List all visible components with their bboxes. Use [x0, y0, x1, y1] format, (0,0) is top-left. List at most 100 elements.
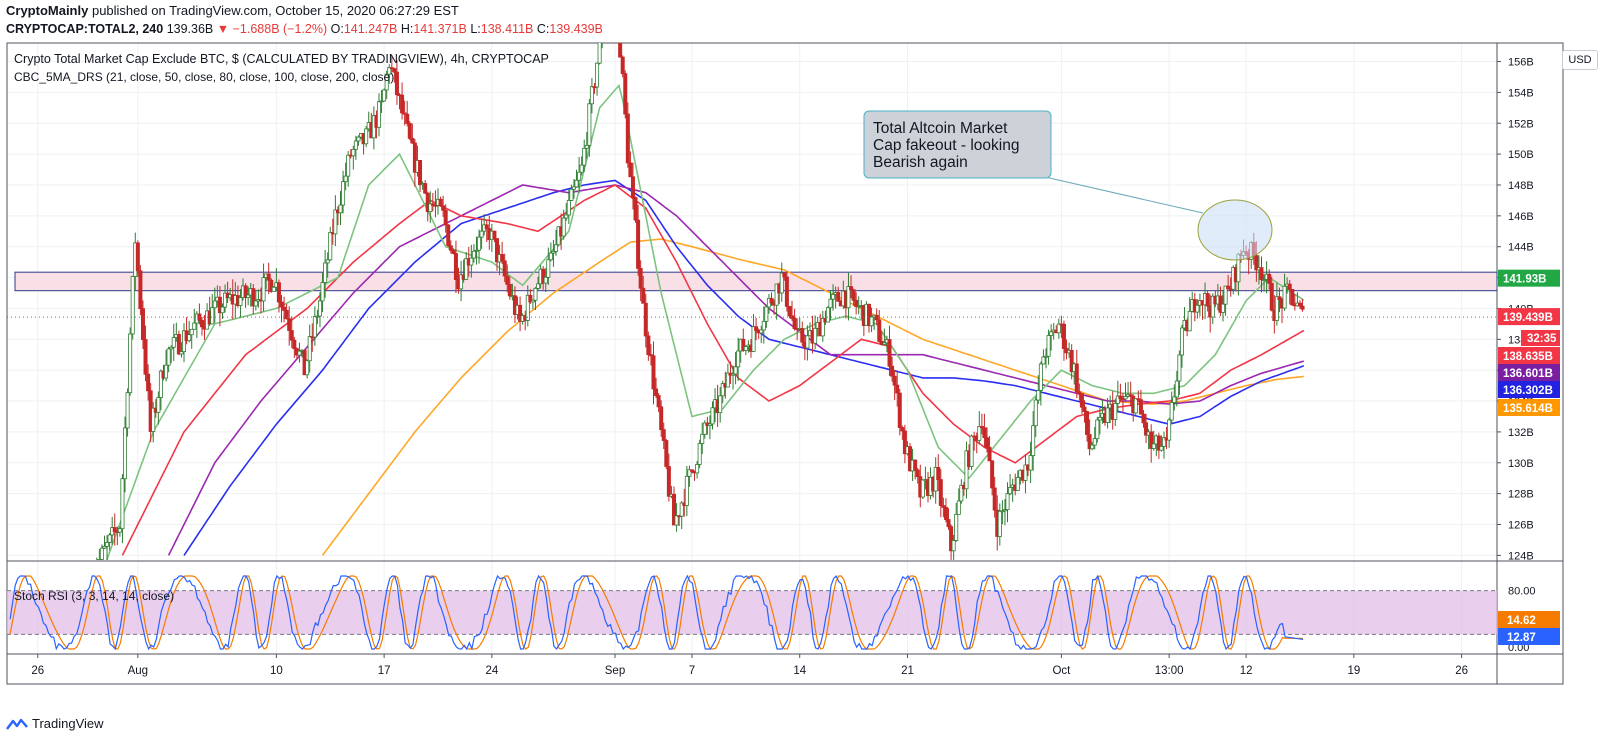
- candle: [984, 427, 989, 453]
- close-label: C:: [536, 22, 550, 36]
- publisher-name[interactable]: CryptoMainly: [6, 3, 89, 18]
- candle: [353, 135, 358, 160]
- candle: [189, 328, 194, 349]
- low-value: 138.411B: [480, 22, 534, 36]
- candle-body: [779, 272, 784, 294]
- candle: [525, 285, 530, 327]
- candle-body: [251, 288, 256, 307]
- candle: [987, 436, 992, 462]
- candle: [96, 557, 98, 560]
- candle: [143, 325, 148, 382]
- candle-body: [289, 330, 294, 341]
- resistance-zone[interactable]: [14, 271, 1498, 292]
- candle-body: [266, 273, 271, 281]
- candle: [1028, 441, 1033, 484]
- candle-body: [279, 301, 284, 308]
- candle-body: [341, 181, 346, 206]
- candle: [606, 7, 609, 38]
- candle: [608, 0, 611, 20]
- candle: [977, 411, 982, 445]
- callout-box[interactable]: [863, 110, 1052, 179]
- candle-body: [1282, 285, 1287, 309]
- candle-body: [689, 469, 694, 472]
- candle-body: [459, 274, 464, 290]
- price-scale[interactable]: 124B126B128B130B132B134B136B138B140B142B…: [1497, 57, 1560, 563]
- open-label: O:: [330, 22, 344, 36]
- candle-body: [1167, 419, 1172, 441]
- candle: [1128, 381, 1133, 407]
- candle: [382, 88, 387, 102]
- candle: [654, 377, 659, 399]
- candle: [492, 230, 497, 243]
- candle-body: [754, 326, 759, 331]
- candle: [315, 309, 320, 325]
- time-axis[interactable]: 26 Aug 10 17 24 Sep 7 14 21 Oct 13:00 12 19 26: [31, 654, 1468, 677]
- candle: [120, 474, 125, 544]
- candle: [387, 64, 392, 84]
- candle: [1033, 397, 1038, 438]
- candle-body: [718, 395, 723, 414]
- candle: [718, 387, 723, 423]
- candle-body: [402, 112, 407, 115]
- time-tick-label: 13:00: [1155, 665, 1184, 677]
- symbol-label: CRYPTOCAP:TOTAL2, 240: [6, 22, 164, 36]
- tradingview-footer[interactable]: TradingView: [6, 716, 104, 731]
- currency-button[interactable]: USD: [1562, 50, 1598, 70]
- candle: [877, 310, 882, 343]
- price-label-bg: [1498, 399, 1560, 416]
- candle-body: [284, 309, 289, 320]
- candle-body: [305, 360, 310, 376]
- ma-indicator-legend[interactable]: CBC_5MA_DRS (21, close, 50, close, 80, c…: [14, 70, 395, 84]
- fakeout-highlight-ellipse[interactable]: [1197, 199, 1273, 261]
- stoch-rsi-legend[interactable]: Stoch RSI (3, 3, 14, 14, close): [14, 589, 175, 603]
- candle-body: [1046, 335, 1051, 357]
- price-tick-label: 150B: [1508, 149, 1534, 161]
- candle: [261, 263, 266, 312]
- candle: [1097, 407, 1102, 435]
- candle-body: [477, 236, 482, 251]
- candle: [251, 283, 256, 315]
- candle-body: [312, 316, 317, 338]
- candle-body: [820, 317, 825, 337]
- candle-body: [430, 203, 435, 206]
- price-tick-label: 128B: [1508, 489, 1534, 501]
- candle-body: [1262, 279, 1267, 281]
- candle: [866, 303, 871, 333]
- candle: [1156, 432, 1161, 459]
- candle-body: [913, 459, 918, 471]
- rsi-value-text: 14.62: [1507, 615, 1536, 627]
- candle-body: [782, 272, 787, 278]
- candle: [187, 320, 192, 343]
- candle-body: [1056, 323, 1061, 334]
- candle: [1149, 424, 1154, 463]
- candle: [433, 190, 438, 218]
- candle: [1061, 320, 1066, 361]
- candle-body: [1274, 296, 1279, 321]
- candle-body: [158, 370, 163, 398]
- candle-body: [990, 460, 995, 489]
- time-tick-label: Aug: [128, 665, 148, 677]
- candle: [1079, 393, 1084, 414]
- candle: [805, 325, 810, 361]
- candle: [774, 283, 779, 320]
- candle-body: [769, 297, 774, 304]
- candle-body: [616, 6, 619, 22]
- candle-body: [618, 43, 623, 58]
- candle-body: [710, 407, 715, 425]
- candle: [1095, 416, 1100, 443]
- candle-body: [269, 279, 274, 292]
- candle: [759, 325, 764, 344]
- candle: [956, 488, 961, 515]
- candle-body: [346, 154, 351, 177]
- callout-pointer: [1044, 176, 1204, 214]
- candle-body: [577, 171, 582, 181]
- candle: [1179, 324, 1184, 368]
- candle: [1000, 500, 1005, 525]
- candle: [1277, 287, 1282, 313]
- price-tick-label: 148B: [1508, 180, 1534, 192]
- candle: [646, 331, 651, 361]
- price-label-text: 139.439B: [1503, 312, 1553, 324]
